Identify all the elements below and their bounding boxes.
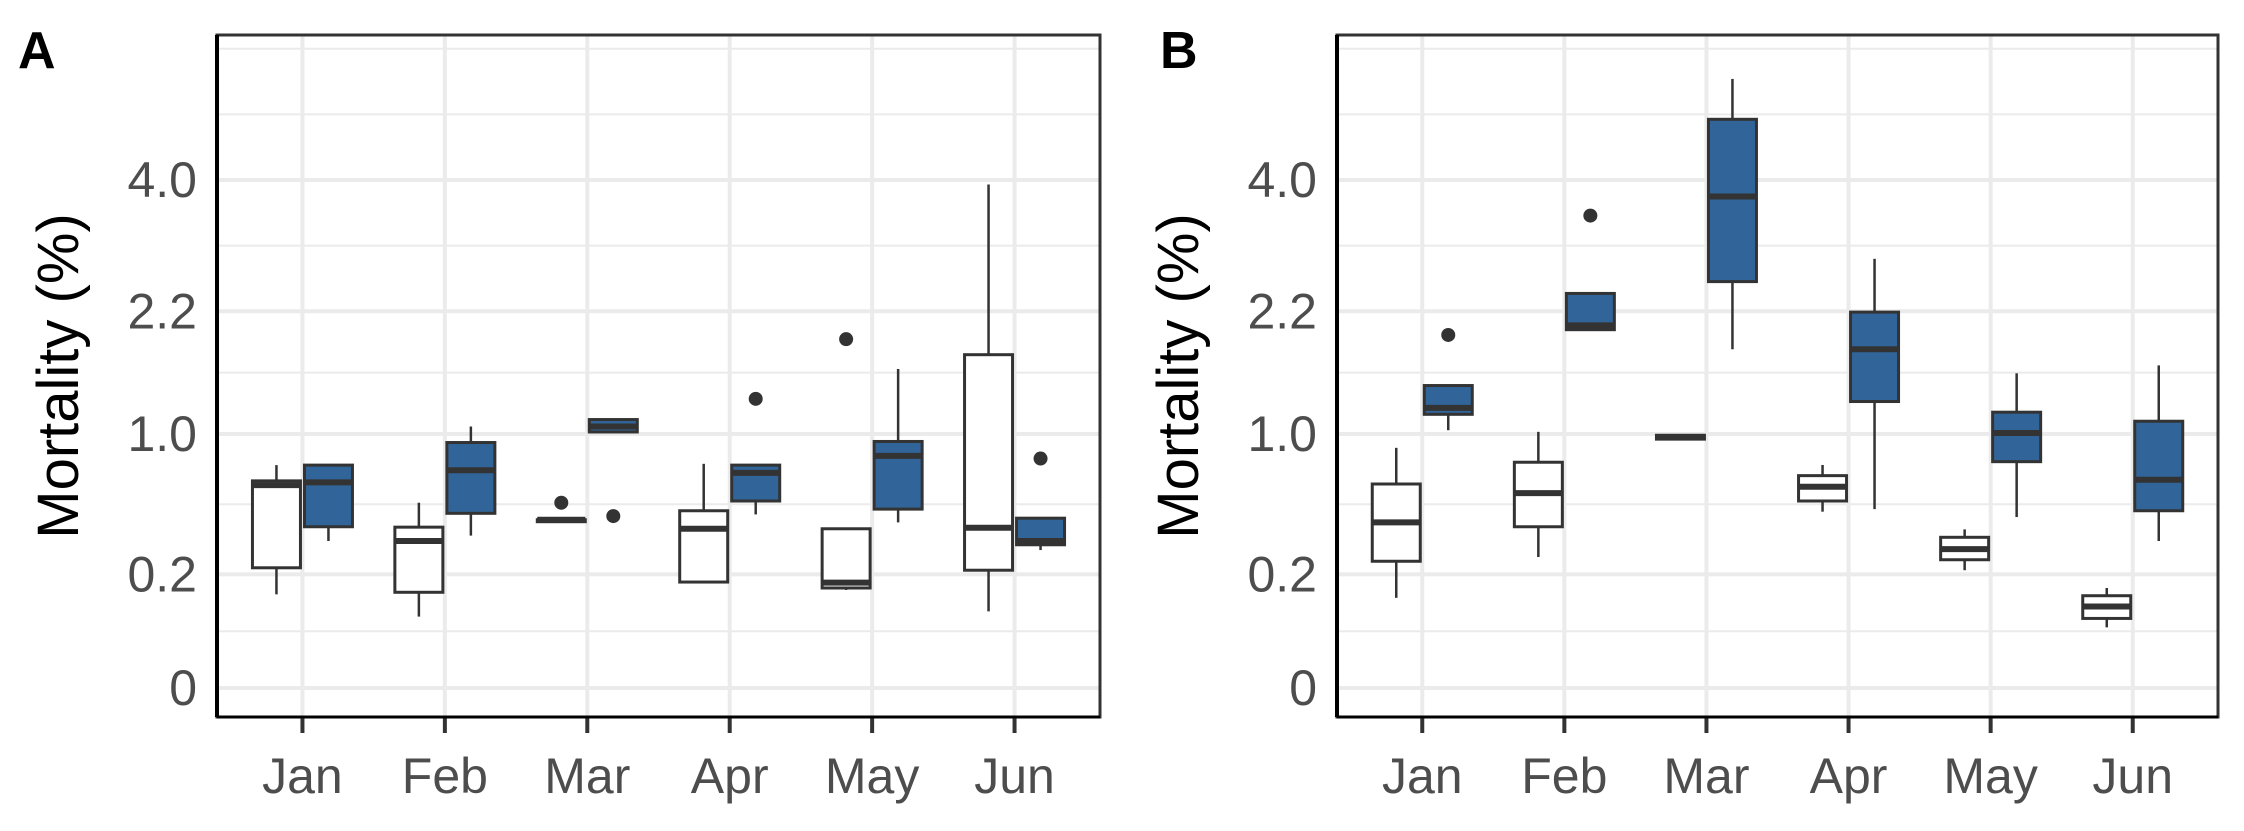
box [872,439,924,511]
panel-b: B Mortality (%) 0 0.2 1.0 2.2 4.0 Jan Feb Mar Ap… [1146,22,2220,804]
y-tick-label: 2.2 [127,283,197,339]
boxplot-jan-white [1370,447,1422,598]
x-tick-label: Jun [2092,748,2173,804]
boxplot-feb-blue [1564,208,1616,332]
x-tick-label: Mar [544,748,630,804]
y-tick-label: 4.0 [1247,152,1317,208]
outlier-point [554,495,569,510]
box [445,441,497,515]
box [2133,419,2185,513]
x-tick-label: May [825,748,919,804]
boxplot-may-white [1939,529,1991,571]
boxplot-feb-white [393,502,445,617]
boxplot-jun-blue [2133,365,2185,541]
boxplot-jan-blue [302,463,354,541]
y-tick-label: 1.0 [127,406,197,462]
boxplot-feb-white [1512,431,1564,557]
x-tick-label: Jan [262,748,343,804]
panel-tag-b: B [1160,22,1198,80]
y-tick-label: 0.2 [127,546,197,602]
boxplot-may-blue [872,369,924,523]
boxplot-apr-blue [1849,258,1901,510]
x-tick-label: Feb [402,748,488,804]
boxplot-apr-white [1797,464,1849,512]
boxplot-jan-white [250,465,302,595]
boxplot-jan-blue [1422,327,1474,431]
y-tick-label: 0 [1289,660,1317,716]
x-tick-label: Mar [1663,748,1749,804]
boxplot-feb-blue [445,426,497,536]
x-tick-label: Jun [974,748,1055,804]
boxplot-mar-blue [587,418,639,524]
outlier-point [748,391,763,406]
box [302,463,354,529]
box [963,353,1015,572]
box [1706,117,1758,284]
box [393,525,445,594]
y-tick-label: 4.0 [127,152,197,208]
boxplot-mar-white [535,495,587,524]
boxplot-mar-blue [1706,78,1758,350]
outlier-point [1033,451,1048,466]
boxplot-apr-white [678,463,730,584]
box [678,509,730,584]
x-tick-label: Apr [691,748,769,804]
outlier-point [1583,208,1598,223]
boxplot-may-blue [1991,373,2043,518]
boxplot-jun-blue [1015,451,1067,551]
x-tick-label: May [1943,748,2037,804]
panel-tag-a: A [18,22,56,80]
boxplot-jun-white [2081,588,2133,628]
boxplot-mar-white [1654,433,1706,441]
box [250,479,302,570]
y-axis-label-a: Mortality (%) [26,213,91,538]
panel-a: A Mortality (%) 0 0.2 1.0 2.2 4.0 Jan Feb Mar Ap… [18,22,1102,804]
box [820,527,872,590]
y-tick-label: 0 [169,660,197,716]
box [1991,410,2043,464]
box [1849,310,1901,404]
y-tick-label: 1.0 [1247,406,1317,462]
x-tick-label: Jan [1382,748,1463,804]
boxplot-jun-white [963,184,1015,612]
y-axis-label-b: Mortality (%) [1146,213,1211,538]
boxplot-may-white [820,332,872,590]
x-tick-label: Apr [1810,748,1888,804]
boxplot-apr-blue [730,391,782,515]
outlier-point [839,332,854,347]
x-tick-label: Feb [1521,748,1607,804]
outlier-point [1441,327,1456,342]
outlier-point [606,509,621,524]
y-tick-label: 2.2 [1247,283,1317,339]
y-tick-label: 0.2 [1247,546,1317,602]
